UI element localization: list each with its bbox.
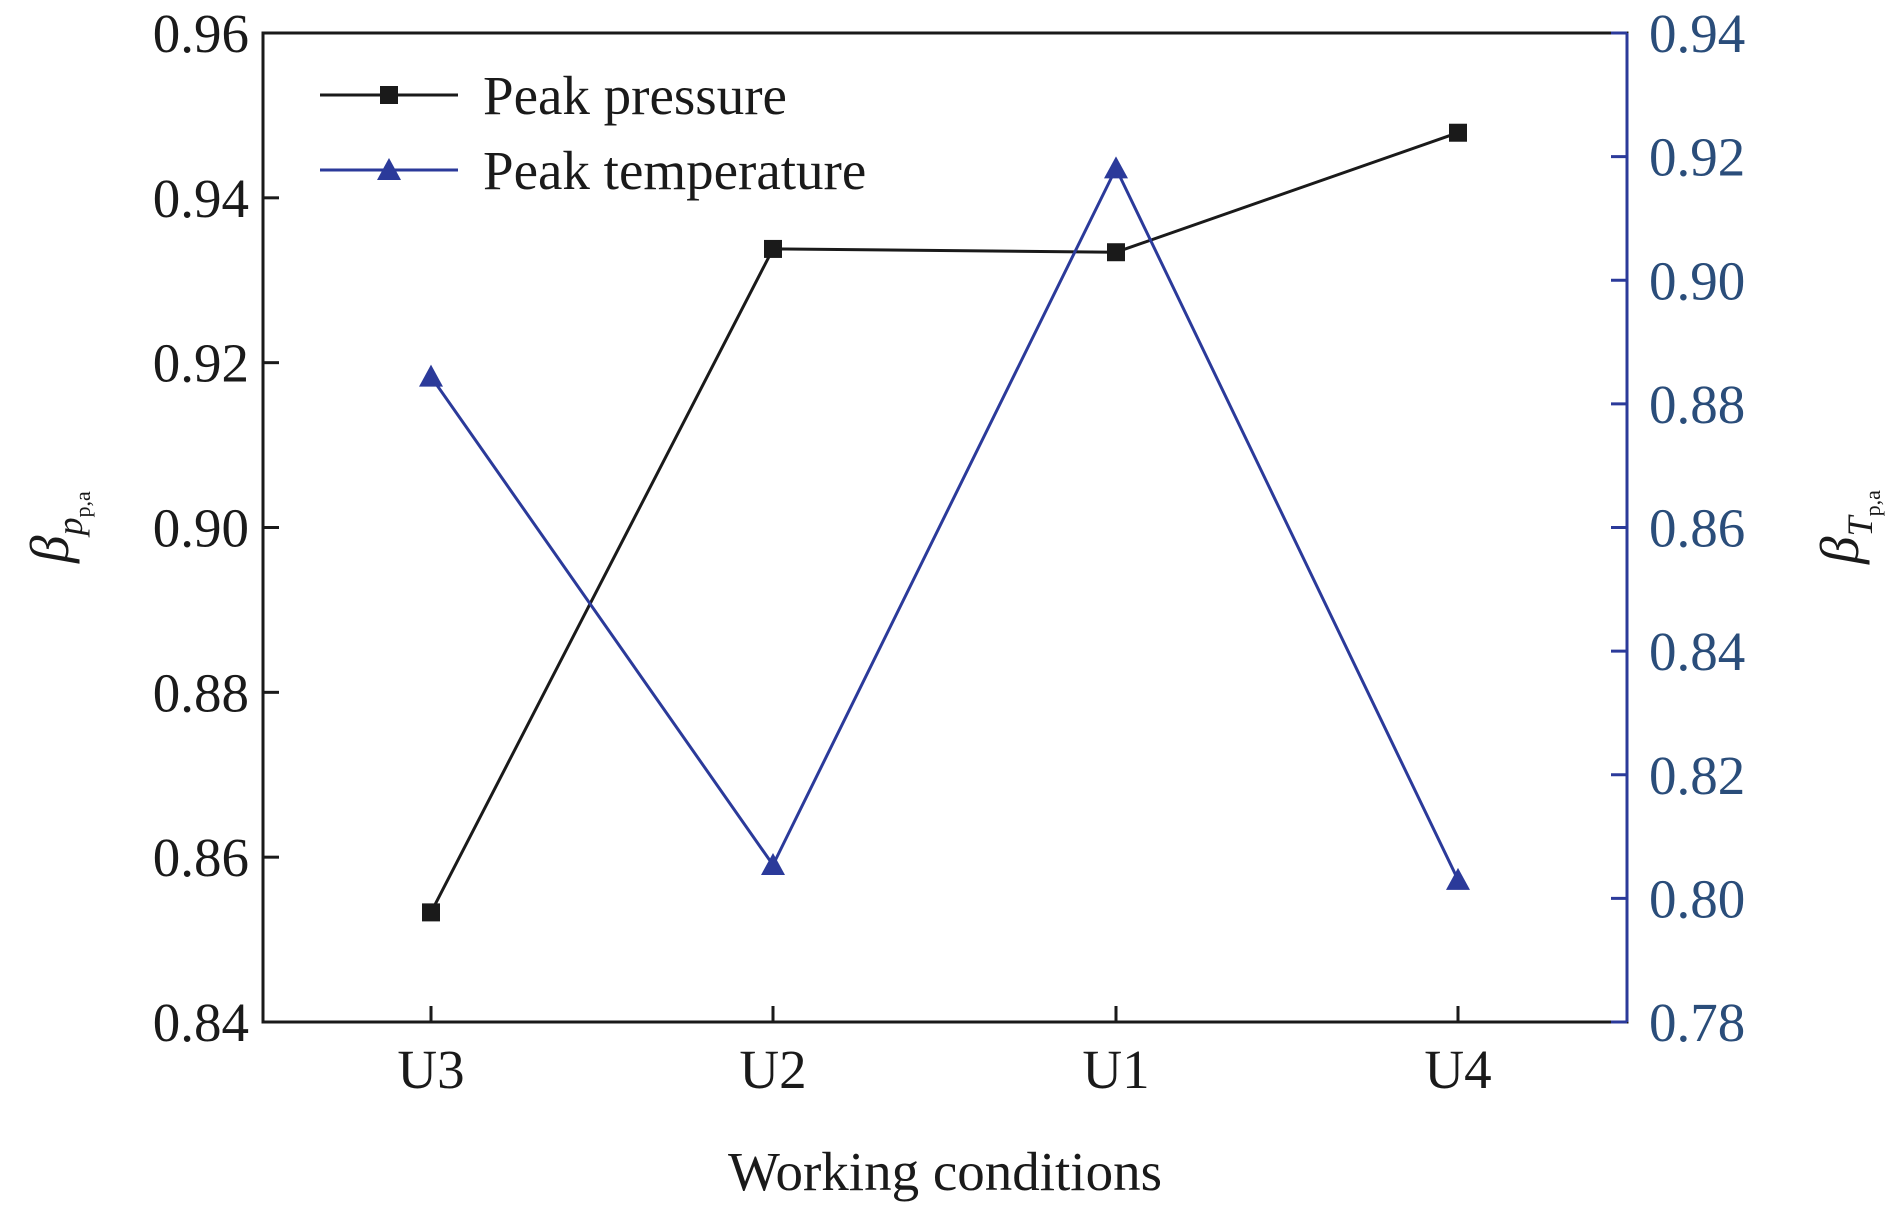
right-y-tick-label: 0.84 [1649,621,1745,682]
left-y-tick-label: 0.84 [153,992,249,1053]
right-axis-title: βTp,a [1809,490,1885,565]
svg-text:βpp,a: βpp,a [19,491,95,564]
peak-temperature-point [419,364,443,387]
left-y-tick-label: 0.96 [153,3,249,64]
right-axis-title-symbol: β [1809,536,1870,565]
right-y-tick-label: 0.94 [1649,3,1745,64]
peak-temperature-point [1446,867,1470,890]
left-y-tick-label: 0.90 [153,498,249,559]
legend-label: Peak temperature [483,140,866,201]
legend-marker [377,158,401,180]
ticks-layer: 0.84 0.86 0.88 0.90 0.92 0.94 0.96 0.78 0.80 0.82… [153,3,1746,1100]
x-tick-label: U3 [397,1039,464,1100]
right-axis-title-subsub: p,a [1860,490,1885,517]
peak-pressure-point [422,903,440,922]
legend-marker [380,86,398,104]
left-y-tick-label: 0.94 [153,168,249,229]
right-y-tick-label: 0.82 [1649,745,1745,806]
left-axis-title-symbol: β [19,535,80,564]
legend: Peak pressure Peak temperature [320,65,866,201]
peak-temperature-point [761,852,785,875]
plot-frame [261,31,1629,1024]
right-axis-title-sub: T [1840,513,1880,536]
peak-temperature-point [1104,156,1128,179]
left-axis-title: βpp,a [19,491,95,564]
right-y-tick-label: 0.92 [1649,127,1745,188]
legend-label: Peak pressure [483,65,787,126]
right-y-tick-label: 0.86 [1649,498,1745,559]
peak-pressure-point [1449,123,1467,142]
x-tick-label: U2 [739,1039,806,1100]
series-layer [419,123,1470,922]
series-line-peak-pressure [429,131,1459,914]
svg-text:βTp,a: βTp,a [1809,490,1885,565]
right-y-tick-label: 0.88 [1649,374,1745,435]
x-tick-label: U1 [1082,1039,1149,1100]
left-y-tick-label: 0.88 [153,662,249,723]
x-axis-title: Working conditions [728,1141,1162,1202]
right-y-tick-label: 0.90 [1649,250,1745,311]
series-line-peak-temperature [429,164,1460,881]
right-y-tick-label: 0.80 [1649,868,1745,929]
x-tick-label: U4 [1424,1039,1491,1100]
left-axis-title-subsub: p,a [70,491,95,518]
left-axis-title-sub: p [50,517,90,538]
peak-pressure-point [1107,243,1125,262]
left-y-tick-label: 0.92 [153,333,249,394]
right-y-tick-label: 0.78 [1649,992,1745,1053]
peak-pressure-point [764,239,782,258]
left-y-tick-label: 0.86 [153,827,249,888]
